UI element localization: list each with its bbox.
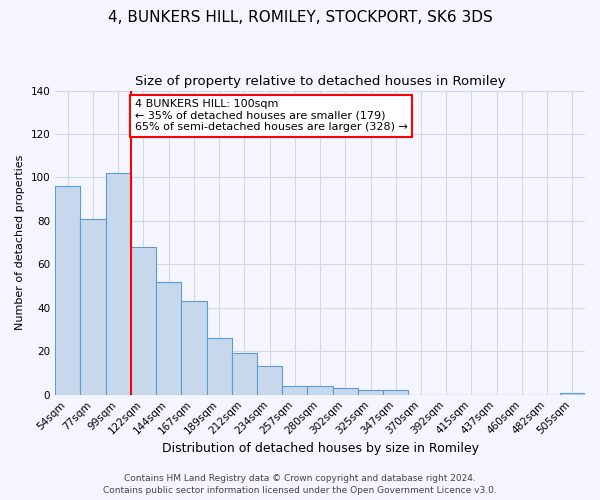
Text: Contains HM Land Registry data © Crown copyright and database right 2024.
Contai: Contains HM Land Registry data © Crown c… <box>103 474 497 495</box>
Text: 4, BUNKERS HILL, ROMILEY, STOCKPORT, SK6 3DS: 4, BUNKERS HILL, ROMILEY, STOCKPORT, SK6… <box>107 10 493 25</box>
Bar <box>560 392 585 394</box>
Bar <box>307 386 332 394</box>
Bar <box>282 386 307 394</box>
Bar <box>232 354 257 395</box>
Text: 4 BUNKERS HILL: 100sqm
← 35% of detached houses are smaller (179)
65% of semi-de: 4 BUNKERS HILL: 100sqm ← 35% of detached… <box>134 99 407 132</box>
Bar <box>80 218 106 394</box>
Bar <box>257 366 282 394</box>
Y-axis label: Number of detached properties: Number of detached properties <box>15 155 25 330</box>
Bar <box>332 388 358 394</box>
Title: Size of property relative to detached houses in Romiley: Size of property relative to detached ho… <box>135 75 505 88</box>
Bar <box>358 390 383 394</box>
Bar <box>131 247 156 394</box>
Bar <box>156 282 181 395</box>
Bar <box>383 390 409 394</box>
Bar <box>106 173 131 394</box>
X-axis label: Distribution of detached houses by size in Romiley: Distribution of detached houses by size … <box>161 442 479 455</box>
Bar <box>206 338 232 394</box>
Bar <box>181 302 206 394</box>
Bar <box>55 186 80 394</box>
